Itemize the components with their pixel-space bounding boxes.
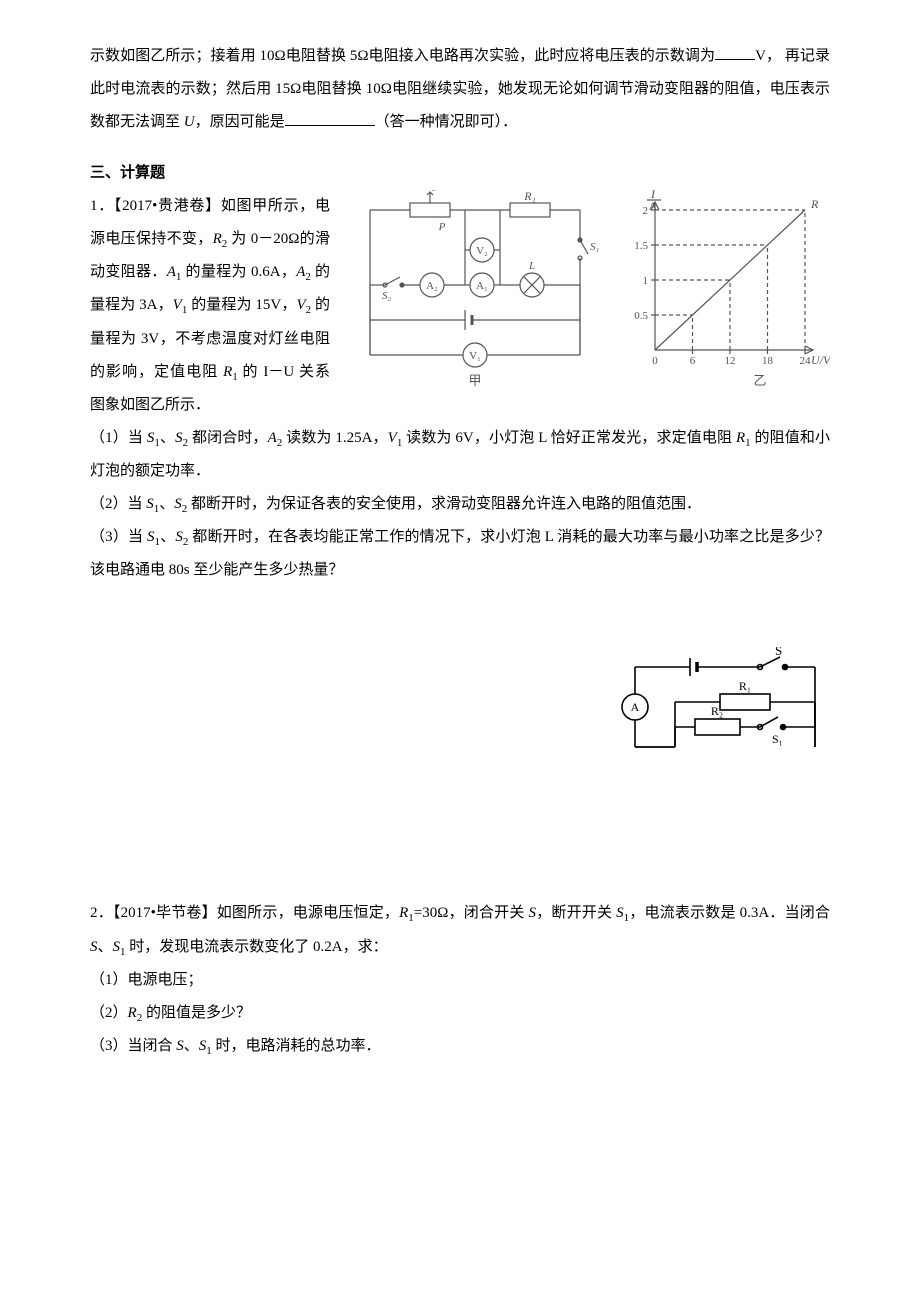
var: S	[146, 496, 154, 512]
q1-stem: 1．【2017•贵港卷】如图甲所示，电源电压保持不变，R2 为 0－20Ω的滑动…	[90, 190, 330, 422]
text: （3）当闭合	[90, 1038, 176, 1054]
text: 、	[160, 529, 175, 545]
text: （1）当	[90, 430, 147, 446]
svg-text:1: 1	[643, 275, 649, 287]
svg-text:R: R	[810, 197, 819, 211]
fill-blank-voltage	[715, 45, 755, 60]
q2-part3: （3）当闭合 S、S1 时，电路消耗的总功率．	[90, 1030, 830, 1063]
svg-text:R₁: R₁	[739, 679, 751, 693]
svg-text:S: S	[775, 647, 782, 658]
svg-text:A₂: A₂	[426, 280, 438, 292]
var: V	[388, 430, 397, 446]
var: S	[113, 939, 121, 955]
section-title-3: 三、计算题	[90, 157, 830, 190]
svg-text:A: A	[631, 700, 640, 714]
svg-text:18: 18	[762, 355, 774, 367]
text: 的量程为 15V，	[187, 297, 296, 313]
var: S	[529, 905, 537, 921]
text: ，原因可能是	[195, 114, 285, 130]
var: S	[616, 905, 624, 921]
var: V	[296, 297, 305, 313]
spacer	[90, 587, 830, 647]
var: A	[268, 430, 277, 446]
circuit-diagram-q2: S A R₁ R₂ S₁	[620, 647, 830, 767]
text: 时，电路消耗的总功率．	[212, 1038, 381, 1054]
text: 都闭合时，	[188, 430, 267, 446]
svg-text:A₁: A₁	[476, 280, 488, 292]
svg-text:A: A	[649, 199, 658, 213]
svg-text:2: 2	[643, 205, 649, 217]
svg-text:U/V: U/V	[811, 353, 830, 367]
svg-text:12: 12	[725, 355, 736, 367]
var: A	[296, 264, 305, 280]
text: 的量程为 0.6A，	[181, 264, 296, 280]
text: （2）当	[90, 496, 146, 512]
svg-text:V₂: V₂	[476, 245, 488, 257]
svg-text:V₁: V₁	[469, 350, 481, 362]
text: =30Ω，闭合开关	[414, 905, 529, 921]
var: S	[174, 496, 182, 512]
spacer	[90, 777, 830, 837]
text: （2）	[90, 1005, 128, 1021]
svg-text:1.5: 1.5	[634, 240, 648, 252]
text: 读数为 6V，小灯泡 L 恰好正常发光，求定值电阻	[402, 430, 736, 446]
text: 、	[160, 430, 175, 446]
svg-text:0.5: 0.5	[634, 310, 648, 322]
text: 、	[184, 1038, 199, 1054]
var: V	[173, 297, 182, 313]
text: 2．【2017•毕节卷】如图所示，电源电压恒定，	[90, 905, 399, 921]
iv-graph-yi: IAU/V061218240.511.52R乙	[610, 190, 830, 390]
var: S	[175, 529, 183, 545]
var: A	[167, 264, 176, 280]
text: V，	[755, 48, 781, 64]
var: R	[223, 364, 232, 380]
svg-text:甲: 甲	[468, 373, 481, 388]
q1-part3: （3）当 S1、S2 都断开时，在各表均能正常工作的情况下，求小灯泡 L 消耗的…	[90, 521, 830, 587]
text: 都断开时，在各表均能正常工作的情况下，求小灯泡 L 消耗的最大功率与最小功率之比…	[90, 529, 830, 578]
var: S	[176, 1038, 184, 1054]
text: 、	[159, 496, 174, 512]
q2-stem: 2．【2017•毕节卷】如图所示，电源电压恒定，R1=30Ω，闭合开关 S，断开…	[90, 897, 830, 963]
spacer	[90, 837, 830, 897]
svg-text:R₂: R₂	[423, 190, 436, 191]
svg-text:S₂: S₂	[382, 290, 392, 302]
q2-part1: （1）电源电压；	[90, 964, 830, 997]
svg-text:P: P	[438, 221, 446, 233]
q2-figure-wrap: S A R₁ R₂ S₁	[90, 647, 830, 777]
text: （答一种情况即可）．	[375, 114, 518, 130]
svg-text:S₁: S₁	[590, 241, 600, 253]
svg-text:L: L	[528, 260, 535, 272]
var: S	[175, 430, 183, 446]
svg-text:R₁: R₁	[523, 190, 536, 203]
q1-part1: （1）当 S1、S2 都闭合时，A2 读数为 1.25A，V1 读数为 6V，小…	[90, 422, 830, 488]
svg-text:S₁: S₁	[772, 732, 783, 746]
text: 的阻值是多少？	[142, 1005, 251, 1021]
text: （3）当	[90, 529, 147, 545]
svg-text:24: 24	[800, 355, 812, 367]
var: R	[399, 905, 408, 921]
text: 都断开时，为保证各表的安全使用，求滑动变阻器允许连入电路的阻值范围．	[187, 496, 701, 512]
q1-block: 1．【2017•贵港卷】如图甲所示，电源电压保持不变，R2 为 0－20Ω的滑动…	[90, 190, 830, 422]
text: 示数如图乙所示；接着用 10Ω电阻替换 5Ω电阻接入电路再次实验，此时应将电压表…	[90, 48, 715, 64]
variable-u: U	[184, 114, 195, 130]
svg-text:R₂: R₂	[711, 704, 723, 718]
text: 时，发现电流表示数变化了 0.2A，求：	[126, 939, 388, 955]
fill-blank-reason	[285, 111, 375, 126]
text: 、	[98, 939, 113, 955]
var: R	[213, 231, 222, 247]
q1-part2: （2）当 S1、S2 都断开时，为保证各表的安全使用，求滑动变阻器允许连入电路的…	[90, 488, 830, 521]
text: 读数为 1.25A，	[282, 430, 387, 446]
var: R	[736, 430, 745, 446]
fragment-paragraph: 示数如图乙所示；接着用 10Ω电阻替换 5Ω电阻接入电路再次实验，此时应将电压表…	[90, 40, 830, 139]
var: R	[128, 1005, 137, 1021]
text: ，电流表示数是 0.3A．当闭合	[629, 905, 830, 921]
circuit-diagram-jia: R₂ P R₁ S₁ V₂ S₂ A₂ A₁ L V₁ 甲	[350, 190, 600, 390]
svg-text:乙: 乙	[753, 373, 766, 388]
text: ，断开开关	[536, 905, 616, 921]
var: S	[147, 529, 155, 545]
q2-part2: （2）R2 的阻值是多少？	[90, 997, 830, 1030]
var: S	[90, 939, 98, 955]
svg-text:0: 0	[652, 355, 658, 367]
svg-text:6: 6	[690, 355, 696, 367]
